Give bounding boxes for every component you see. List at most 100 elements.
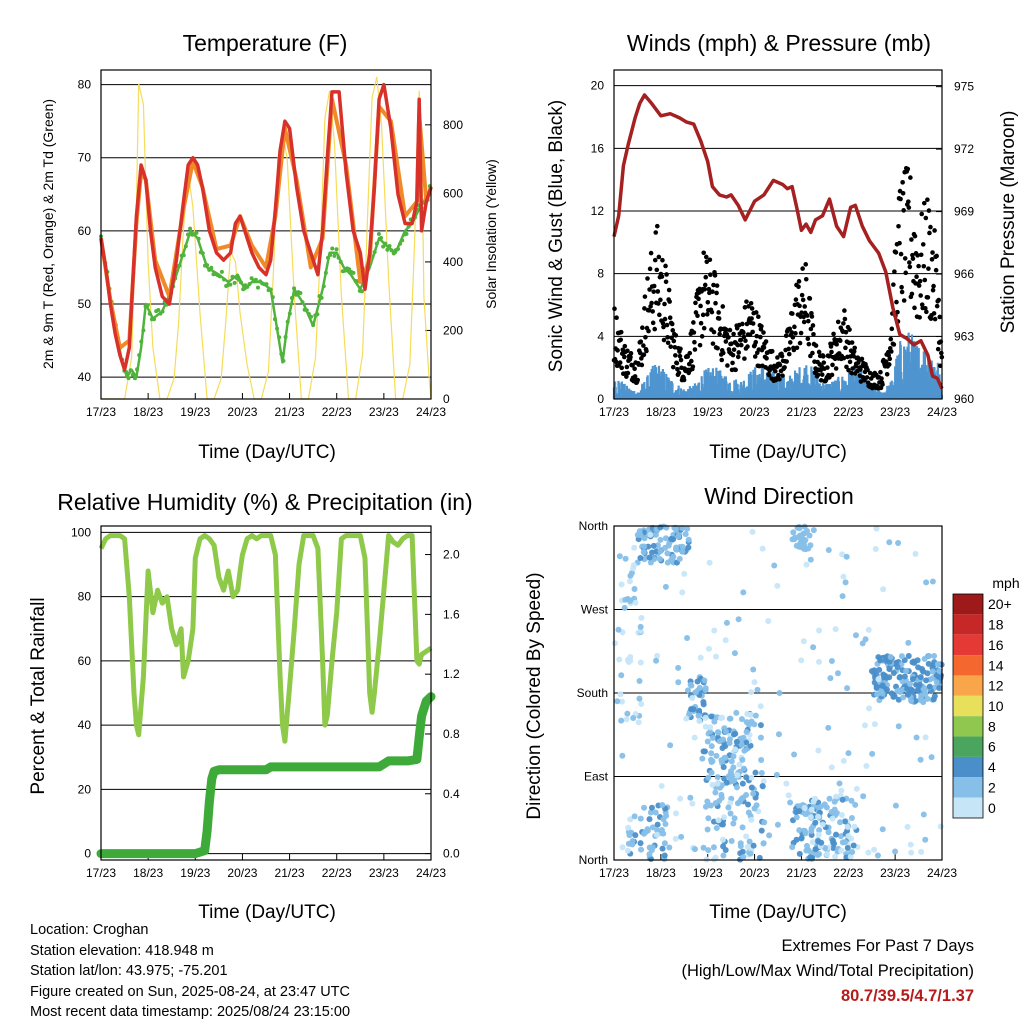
direction-tick-label: West (581, 603, 609, 617)
dewpoint-point (406, 224, 411, 229)
direction-point (712, 653, 719, 660)
direction-point (631, 813, 638, 820)
dewpoint-point (236, 277, 241, 282)
x-tick-label: 18/23 (646, 866, 676, 880)
dewpoint-point (222, 277, 227, 282)
direction-tick-label: North (579, 853, 608, 867)
gust-point (716, 316, 722, 321)
gust-point (898, 196, 903, 202)
dewpoint-point (141, 328, 146, 333)
y-tick-label: 16 (591, 141, 605, 155)
gust-point (779, 353, 785, 359)
direction-point (827, 675, 834, 682)
x-tick-label: 17/23 (86, 405, 116, 419)
dewpoint-point (188, 226, 193, 231)
gust-point (849, 340, 855, 345)
gust-point (738, 337, 744, 343)
y2-tick-label: 963 (954, 330, 974, 344)
gust-point (914, 274, 919, 279)
gust-point (710, 289, 715, 294)
direction-point (692, 689, 699, 696)
gust-point (746, 304, 751, 309)
direction-point (718, 757, 725, 764)
gust-point (769, 348, 775, 354)
gust-point (796, 284, 801, 289)
gust-point (660, 320, 666, 326)
direction-point (837, 833, 844, 840)
gust-point (743, 338, 748, 344)
gust-point (685, 354, 691, 359)
direction-point (719, 744, 726, 751)
gust-point (630, 363, 635, 368)
direction-point (869, 750, 876, 757)
gust-point (652, 257, 658, 263)
y2-tick-label: 400 (443, 255, 463, 269)
gust-point (729, 341, 734, 346)
direction-point (638, 846, 645, 853)
legend-swatch (953, 695, 983, 717)
gust-point (695, 313, 700, 319)
y-tick-label: 8 (597, 267, 604, 281)
direction-point (657, 547, 664, 554)
gust-point (652, 326, 658, 332)
direction-point (904, 685, 911, 692)
gust-point (925, 295, 931, 300)
gust-point (842, 308, 847, 313)
gust-point (720, 350, 726, 356)
gust-point (867, 370, 873, 376)
direction-point (907, 680, 914, 687)
direction-point (850, 842, 857, 849)
direction-point (801, 827, 808, 834)
gust-point (650, 320, 656, 326)
direction-point (815, 747, 822, 754)
gust-point (669, 321, 675, 327)
wind-pressure-ylabel: Sonic Wind & Gust (Blue, Black) (546, 100, 567, 372)
direction-point (793, 808, 800, 815)
direction-point (716, 738, 723, 745)
y2-tick-label: 972 (954, 142, 974, 156)
direction-point (922, 691, 929, 698)
direction-point (842, 818, 849, 825)
gust-point (783, 333, 789, 339)
direction-point (690, 706, 697, 713)
y-tick-label: 80 (78, 590, 92, 604)
direction-point (654, 652, 661, 659)
direction-point (793, 814, 800, 821)
gust-point (793, 331, 798, 336)
gust-point (745, 344, 750, 349)
gust-point (643, 334, 648, 340)
gust-point (918, 252, 924, 258)
direction-point (823, 804, 830, 811)
dewpoint-point (181, 253, 186, 258)
direction-point (713, 752, 720, 759)
dewpoint-point (152, 317, 157, 322)
legend-label: 6 (988, 739, 996, 755)
gust-point (835, 319, 841, 325)
gust-point (622, 343, 628, 349)
gust-point (894, 299, 899, 305)
direction-point (842, 579, 849, 586)
gust-point (917, 278, 923, 284)
legend-swatch (953, 675, 983, 696)
direction-point (796, 850, 803, 857)
direction-point (758, 757, 765, 764)
direction-point (812, 846, 819, 853)
direction-point (934, 661, 941, 668)
direction-point (667, 742, 674, 749)
y2-tick-label: 966 (954, 267, 974, 281)
gust-point (931, 311, 937, 316)
gust-point (641, 352, 647, 358)
direction-point (709, 758, 716, 765)
y-tick-label: 40 (78, 718, 92, 732)
direction-point (863, 762, 870, 769)
gust-point (900, 180, 905, 185)
gust-point (777, 362, 783, 368)
gust-point (665, 334, 670, 340)
gust-point (851, 349, 857, 354)
dewpoint-point (194, 230, 199, 235)
gust-point (687, 350, 693, 356)
dewpoint-point (160, 309, 165, 314)
direction-point (908, 849, 915, 856)
direction-point (739, 824, 746, 831)
gust-point (798, 330, 804, 336)
